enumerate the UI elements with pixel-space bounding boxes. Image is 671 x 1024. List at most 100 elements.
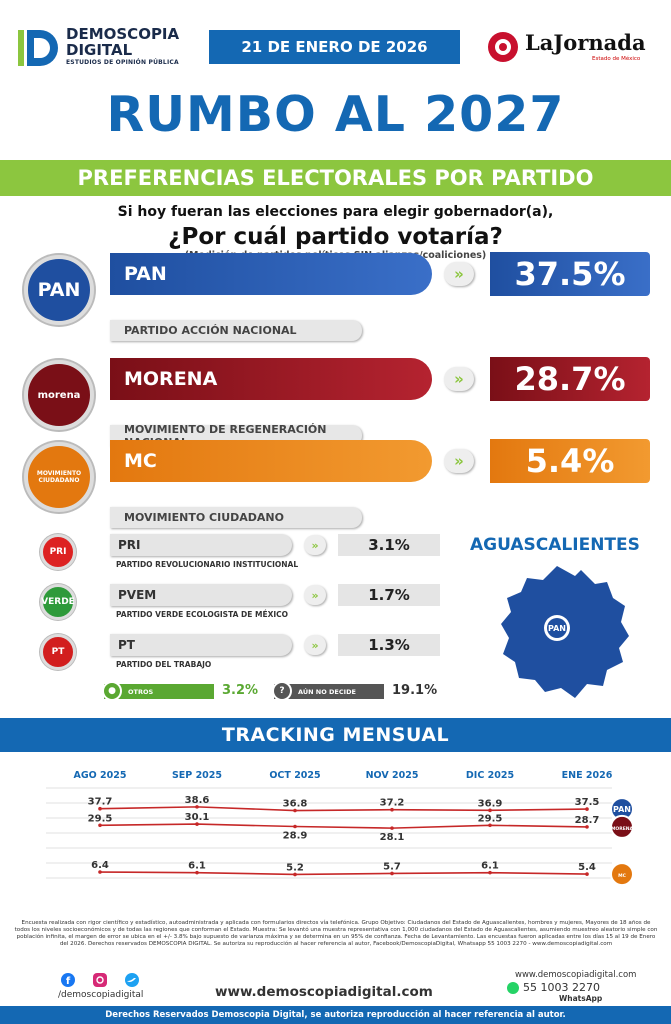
partner-name: LaJornada <box>525 30 646 55</box>
website-link[interactable]: www.demoscopiadigital.com <box>215 984 433 1000</box>
whatsapp-label: WhatsApp <box>559 994 603 1003</box>
state-name: AGUASCALIENTES <box>470 535 640 555</box>
person-icon: ● <box>104 683 120 699</box>
data-point <box>98 870 102 874</box>
data-label: 37.5 <box>575 797 600 808</box>
party-name-2: MOVIMIENTO CIUDADANO <box>110 507 362 528</box>
date-banner: 21 DE ENERO DE 2026 <box>209 30 460 64</box>
legend-label: PAN <box>613 805 631 814</box>
chevron-right-icon: » <box>304 535 326 555</box>
minor-name-1: PARTIDO VERDE ECOLOGISTA DE MÉXICO <box>116 610 289 619</box>
month-label: AGO 2025 <box>74 770 127 781</box>
social-icons: f <box>61 973 139 987</box>
data-point <box>293 808 297 813</box>
data-point <box>488 870 492 875</box>
data-point <box>585 807 589 811</box>
demoscopia-logo-icon <box>18 30 58 66</box>
data-label: 5.2 <box>286 862 304 873</box>
data-label: 30.1 <box>185 812 210 823</box>
data-label: 28.1 <box>380 832 405 843</box>
page-title: RUMBO AL 2027 <box>106 86 565 143</box>
data-label: 29.5 <box>88 813 113 824</box>
question-icon: ? <box>274 683 290 699</box>
party-bar-1: MORENA <box>110 358 432 400</box>
minor-name-0: PARTIDO REVOLUCIONARIO INSTITUCIONAL <box>116 560 299 569</box>
data-label: 28.9 <box>283 831 308 842</box>
logo-title: DEMOSCOPIA DIGITAL <box>66 25 180 59</box>
party-pct-2: 5.4% <box>490 439 650 483</box>
data-point <box>98 806 102 811</box>
la-jornada-logo-icon <box>488 32 518 62</box>
party-logo-2: MOVIMIENTO CIUDADANO <box>24 442 94 512</box>
chevron-right-icon: » <box>444 262 474 286</box>
data-point <box>488 823 492 828</box>
undecided-label: AÚN NO DECIDE <box>274 684 384 699</box>
chevron-right-icon: » <box>304 585 326 605</box>
data-point <box>488 808 492 813</box>
data-label: 28.7 <box>575 815 600 826</box>
data-label: 29.5 <box>478 813 503 824</box>
minor-logo-1: VERDE <box>40 584 76 620</box>
minor-bar-0: PRI <box>110 534 292 556</box>
phone-number[interactable]: 55 1003 2270 <box>523 981 600 994</box>
chevron-right-icon: » <box>444 367 474 391</box>
data-label: 36.9 <box>478 798 503 809</box>
social-handle[interactable]: /demoscopiadigital <box>58 990 144 1000</box>
minor-bar-2: PT <box>110 634 292 656</box>
series-line-mc <box>99 871 588 876</box>
partner-subtitle: Estado de México <box>592 56 641 62</box>
facebook-icon[interactable]: f <box>61 973 75 987</box>
twitter-icon[interactable] <box>125 973 139 987</box>
data-point <box>293 872 297 877</box>
chevron-right-icon: » <box>304 635 326 655</box>
tracking-chart: AGO 2025 SEP 2025 OCT 2025 NOV 2025 DIC 2025… <box>46 770 634 887</box>
legend-label: MORENA <box>611 826 634 832</box>
undecided-value: 19.1% <box>392 683 438 698</box>
party-logo-1: morena <box>24 360 94 430</box>
data-label: 5.7 <box>383 861 401 872</box>
methodology-text: Encuesta realizada con rigor científico … <box>14 920 658 947</box>
question-line1: Si hoy fueran las elecciones para elegir… <box>117 204 554 220</box>
month-label: OCT 2025 <box>269 770 320 781</box>
section-subtitle: PREFERENCIAS ELECTORALES POR PARTIDO <box>0 160 671 196</box>
data-label: 6.1 <box>481 861 499 872</box>
svg-text:f: f <box>66 976 71 987</box>
party-bar-2: MC <box>110 440 432 482</box>
minor-pct-1: 1.7% <box>338 584 440 606</box>
party-name-0: PARTIDO ACCIÓN NACIONAL <box>110 320 362 341</box>
website-link-small[interactable]: www.demoscopiadigital.com <box>515 970 637 980</box>
legend-mc <box>610 862 634 887</box>
minor-logo-2: PT <box>40 634 76 670</box>
minor-bar-1: PVEM <box>110 584 292 606</box>
data-point <box>98 823 102 828</box>
party-logo-0: PAN <box>24 255 94 325</box>
tracking-title: TRACKING MENSUAL <box>0 718 671 752</box>
month-label: ENE 2026 <box>562 770 613 781</box>
party-bar-0: PAN <box>110 253 432 295</box>
others-value: 3.2% <box>222 683 259 698</box>
chevron-right-icon: » <box>444 449 474 473</box>
data-point <box>390 871 394 876</box>
series-line-pan <box>99 806 588 812</box>
party-pct-1: 28.7% <box>490 357 650 401</box>
minor-pct-2: 1.3% <box>338 634 440 656</box>
data-label: 37.2 <box>380 798 405 809</box>
data-point <box>195 870 199 875</box>
data-point <box>585 825 589 829</box>
data-label: 6.4 <box>91 860 109 871</box>
data-label: 5.4 <box>578 862 596 873</box>
data-point <box>195 822 199 826</box>
question-line2: ¿Por cuál partido votaría? <box>168 224 503 250</box>
minor-name-2: PARTIDO DEL TRABAJO <box>116 660 212 669</box>
data-point <box>390 826 394 830</box>
data-point <box>585 872 589 876</box>
month-label: DIC 2025 <box>466 770 514 781</box>
data-point <box>195 805 199 809</box>
state-map: PAN <box>501 566 629 698</box>
data-point <box>293 824 297 829</box>
instagram-icon[interactable] <box>93 973 107 987</box>
data-label: 37.7 <box>88 797 113 808</box>
state-badge: PAN <box>548 624 566 633</box>
others-label: OTROS <box>104 684 214 699</box>
data-label: 6.1 <box>188 861 206 872</box>
